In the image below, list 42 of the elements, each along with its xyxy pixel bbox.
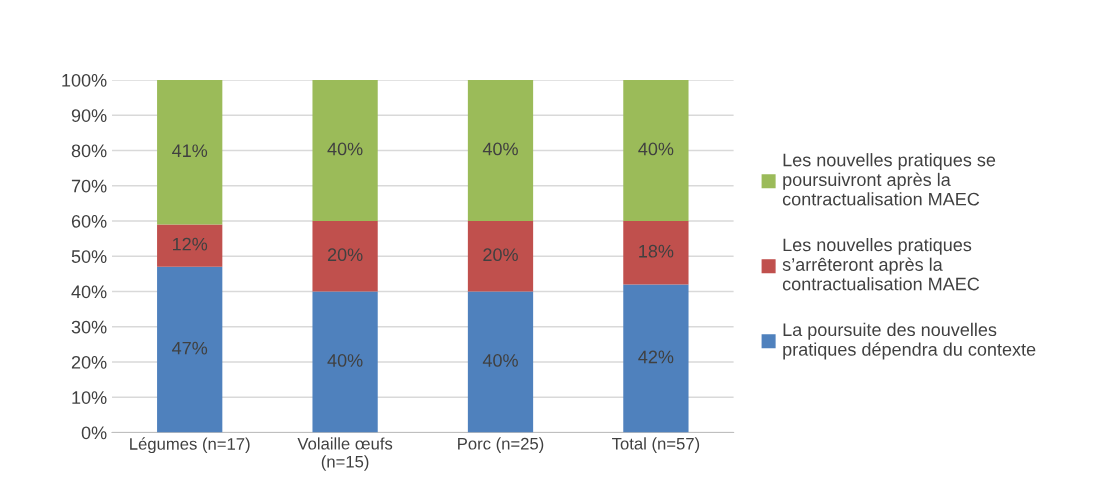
data-label: 40% (638, 142, 674, 156)
data-label: 41% (172, 144, 208, 158)
bar (467, 221, 534, 292)
bar (623, 284, 689, 433)
bar (312, 291, 378, 433)
bar (467, 291, 534, 433)
data-label: 20% (483, 248, 518, 262)
legend-label: La poursuite des nouvelles pratiques dépendra du contexte (783, 322, 1036, 360)
y-tick-label: 40% (71, 285, 107, 299)
data-label: 40% (327, 142, 363, 156)
bar (623, 80, 689, 221)
x-tick-label: Volaille œufs (n=15) (297, 437, 393, 471)
y-tick-label: 60% (71, 214, 107, 228)
y-tick-label: 10% (72, 391, 107, 404)
bar (312, 80, 378, 221)
data-label: 40% (482, 354, 518, 367)
y-tick-label: 80% (71, 144, 107, 158)
legend-label: Les nouvelles pratiques s’arrêteront après la contractualisation MAEC (782, 237, 980, 291)
legend-label: Les nouvelles pratiques se poursuivront après la contractualisation MAEC (782, 153, 996, 206)
y-tick-label: 30% (71, 320, 107, 334)
x-tick-label: Total (n=57) (612, 437, 700, 453)
bar (312, 221, 378, 292)
y-tick-label: 20% (71, 355, 107, 369)
data-label: 18% (639, 244, 674, 258)
data-label: 40% (327, 354, 363, 367)
y-tick-label: 70% (71, 179, 107, 193)
data-label: 12% (173, 237, 208, 251)
data-label: 42% (638, 350, 674, 364)
x-tick-label: Légumes (n=17) (130, 437, 250, 454)
bar (157, 266, 223, 433)
bar (157, 224, 223, 267)
y-tick-label: 100% (62, 73, 107, 87)
data-label: 20% (327, 248, 363, 262)
bar (157, 80, 223, 225)
bar (623, 221, 689, 285)
x-tick-label: Porc (n=25) (458, 437, 544, 453)
bar (467, 80, 534, 221)
y-tick-label: 90% (71, 109, 107, 122)
data-label: 40% (482, 142, 518, 156)
data-label: 47% (172, 341, 208, 355)
y-tick-label: 0% (81, 426, 107, 440)
y-tick-label: 50% (71, 250, 107, 263)
